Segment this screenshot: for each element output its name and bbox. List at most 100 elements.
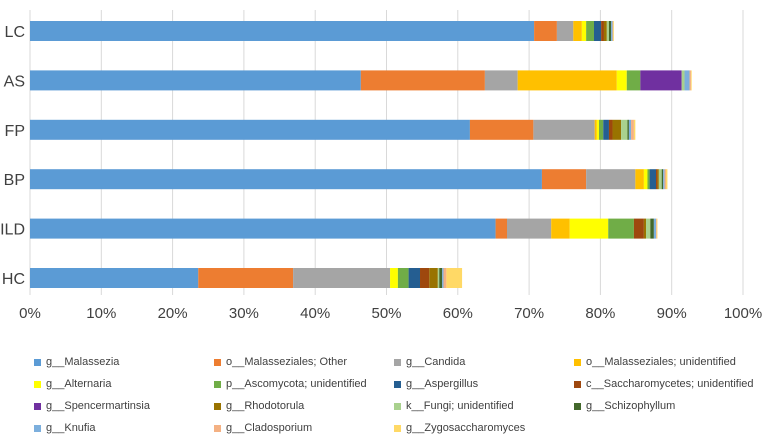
legend-item: g__Schizophyllum xyxy=(574,400,675,412)
category-label: AS xyxy=(4,73,25,90)
legend: g__Malassezia o__Malasseziales; Other g__C… xyxy=(34,356,767,434)
legend-swatch xyxy=(214,380,221,388)
bar-segment xyxy=(569,218,609,239)
bar-segment xyxy=(612,119,622,140)
bar-segment xyxy=(621,119,628,140)
legend-item: g__Alternaria xyxy=(34,378,111,390)
bar-segment xyxy=(293,268,391,288)
category-labels: LC AS FP BP ILD HC xyxy=(0,24,25,288)
bar-segment xyxy=(628,119,632,140)
bar-segment xyxy=(608,218,634,239)
legend-swatch xyxy=(214,402,221,410)
x-tick-label: 60% xyxy=(443,305,473,322)
legend-item: g__Rhodotorula xyxy=(214,400,304,412)
bar-segment xyxy=(681,70,685,91)
legend-item: c__Saccharomycetes; unidentified xyxy=(574,378,754,390)
legend-item: k__Fungi; unidentified xyxy=(394,400,514,412)
bar-segment xyxy=(612,21,614,41)
bar-segment xyxy=(420,268,430,288)
bar-segment xyxy=(397,268,409,288)
bar-segment xyxy=(533,119,595,140)
bar-segment xyxy=(656,218,657,239)
bar-segment xyxy=(649,169,657,190)
bar-segment xyxy=(593,21,602,41)
category-label: FP xyxy=(5,123,25,140)
legend-label: o__Malasseziales; Other xyxy=(226,356,348,368)
bar-segment xyxy=(495,218,507,239)
bar-segment xyxy=(653,218,657,239)
category-label: LC xyxy=(5,24,25,41)
bar-segment xyxy=(586,169,636,190)
bar-segment xyxy=(551,218,570,239)
bar-segment xyxy=(594,119,597,140)
bar-segment xyxy=(643,218,647,239)
bar-segment xyxy=(613,21,614,41)
bar-segment xyxy=(608,119,613,140)
bar-segment xyxy=(581,21,587,41)
bar-segment xyxy=(633,119,636,140)
bar-segment xyxy=(631,119,634,140)
legend-label: o__Malasseziales; unidentified xyxy=(586,356,736,368)
bar-segment xyxy=(443,268,447,288)
bar-segment xyxy=(198,268,294,288)
bar-segment xyxy=(664,169,666,190)
bar-segments xyxy=(30,21,692,288)
bar-segment xyxy=(437,268,440,288)
x-tick-label: 80% xyxy=(585,305,615,322)
bar-segment xyxy=(30,21,535,41)
legend-swatch xyxy=(394,358,401,366)
bar-segment xyxy=(541,169,587,190)
legend-swatch xyxy=(34,358,41,366)
bar-segment xyxy=(30,218,496,239)
legend-swatch xyxy=(34,424,41,432)
bar-segment xyxy=(408,268,421,288)
legend-item: g__Zygosaccharomyces xyxy=(394,422,525,434)
x-tick-label: 70% xyxy=(514,305,544,322)
legend-swatch xyxy=(574,402,581,410)
bar-segment xyxy=(442,268,444,288)
bar-segment xyxy=(573,21,582,41)
legend-item: g__Malassezia xyxy=(34,356,119,368)
legend-label: g__Spencermartinsia xyxy=(46,400,150,412)
bar-segment xyxy=(608,21,612,41)
bar-segment xyxy=(656,218,658,239)
category-label: ILD xyxy=(0,222,25,239)
legend-item: o__Malasseziales; Other xyxy=(214,356,347,368)
legend-label: g__Cladosporium xyxy=(226,422,313,434)
bar-segment xyxy=(30,70,361,91)
legend-item: p__Ascomycota; unidentified xyxy=(214,378,367,390)
gridlines xyxy=(29,10,744,295)
bar-segment xyxy=(603,21,607,41)
bar-segment xyxy=(643,169,648,190)
legend-swatch xyxy=(394,424,401,432)
legend-swatch xyxy=(34,402,41,410)
bar-segment xyxy=(611,21,613,41)
legend-swatch xyxy=(574,358,581,366)
legend-label: k__Fungi; unidentified xyxy=(406,400,514,412)
bar-segment xyxy=(30,119,470,140)
bar-segment xyxy=(586,21,594,41)
x-tick-labels: 0% 10% 20% 30% 40% 50% 60% 70% 80% 90% 100% xyxy=(19,305,762,322)
legend-item: g__Knufia xyxy=(34,422,96,434)
x-tick-label: 40% xyxy=(300,305,330,322)
category-label: BP xyxy=(4,172,25,189)
legend-swatch xyxy=(574,380,581,388)
bar-segment xyxy=(446,268,463,288)
x-tick-label: 50% xyxy=(371,305,401,322)
x-tick-label: 30% xyxy=(229,305,259,322)
x-tick-label: 10% xyxy=(86,305,116,322)
bar-segment xyxy=(556,21,574,41)
bar-segment xyxy=(635,169,644,190)
bar-segment xyxy=(390,268,398,288)
legend-label: p__Ascomycota; unidentified xyxy=(226,378,367,390)
legend-swatch xyxy=(394,402,401,410)
bar-segment xyxy=(469,119,534,140)
legend-swatch xyxy=(214,358,221,366)
x-tick-label: 0% xyxy=(19,305,41,322)
legend-swatch xyxy=(394,380,401,388)
legend-label: g__Schizophyllum xyxy=(586,400,676,412)
bar-segment xyxy=(663,169,665,190)
legend-label: g__Alternaria xyxy=(46,378,112,390)
legend-swatch xyxy=(214,424,221,432)
bar-segment xyxy=(616,70,627,91)
